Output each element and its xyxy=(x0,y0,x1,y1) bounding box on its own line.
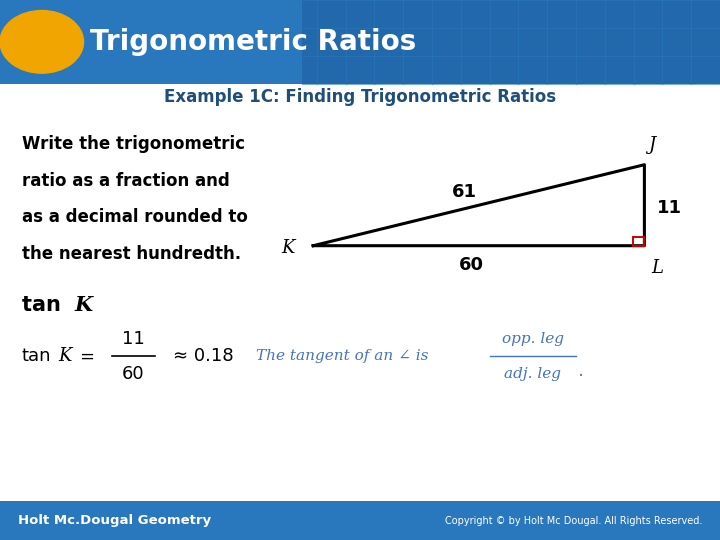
Text: tan: tan xyxy=(22,347,51,366)
Text: =: = xyxy=(79,347,94,366)
Text: opp. leg: opp. leg xyxy=(502,332,564,346)
Text: Write the trigonometric: Write the trigonometric xyxy=(22,135,245,153)
Text: J: J xyxy=(648,136,655,154)
Text: the nearest hundredth.: the nearest hundredth. xyxy=(22,245,240,263)
Text: K: K xyxy=(58,347,72,366)
Text: Copyright © by Holt Mc Dougal. All Rights Reserved.: Copyright © by Holt Mc Dougal. All Right… xyxy=(445,516,702,525)
Text: 60: 60 xyxy=(122,364,145,383)
Text: tan: tan xyxy=(22,295,68,315)
Text: .: . xyxy=(578,362,583,380)
FancyBboxPatch shape xyxy=(0,501,720,540)
Text: The tangent of an ∠ is: The tangent of an ∠ is xyxy=(256,349,428,363)
Text: Example 1C: Finding Trigonometric Ratios: Example 1C: Finding Trigonometric Ratios xyxy=(164,88,556,106)
Text: Trigonometric Ratios: Trigonometric Ratios xyxy=(90,28,416,56)
Text: adj. leg: adj. leg xyxy=(504,367,562,381)
Circle shape xyxy=(0,10,84,73)
Text: Holt Mc.Dougal Geometry: Holt Mc.Dougal Geometry xyxy=(18,514,211,527)
Text: as a decimal rounded to: as a decimal rounded to xyxy=(22,208,248,226)
FancyBboxPatch shape xyxy=(302,0,720,84)
Text: L: L xyxy=(651,259,663,277)
Text: K: K xyxy=(282,239,295,258)
Text: 11: 11 xyxy=(657,199,683,217)
Text: K: K xyxy=(74,295,92,315)
FancyBboxPatch shape xyxy=(0,0,720,84)
Text: 11: 11 xyxy=(122,330,145,348)
Text: 60: 60 xyxy=(459,255,484,274)
Text: ratio as a fraction and: ratio as a fraction and xyxy=(22,172,230,190)
Text: 61: 61 xyxy=(452,183,477,201)
Text: ≈ 0.18: ≈ 0.18 xyxy=(173,347,233,366)
